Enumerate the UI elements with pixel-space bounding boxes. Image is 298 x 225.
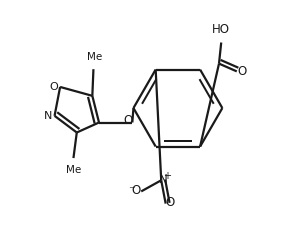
Text: O: O: [49, 82, 58, 92]
Text: N: N: [44, 111, 52, 121]
Text: O: O: [124, 114, 133, 127]
Text: O: O: [165, 196, 174, 209]
Text: Me: Me: [66, 165, 81, 175]
Text: ⁻: ⁻: [128, 184, 135, 197]
Text: HO: HO: [212, 23, 230, 36]
Text: O: O: [237, 65, 246, 78]
Text: Me: Me: [87, 52, 102, 63]
Text: +: +: [163, 171, 171, 181]
Text: O: O: [132, 184, 141, 197]
Text: N: N: [159, 173, 168, 186]
